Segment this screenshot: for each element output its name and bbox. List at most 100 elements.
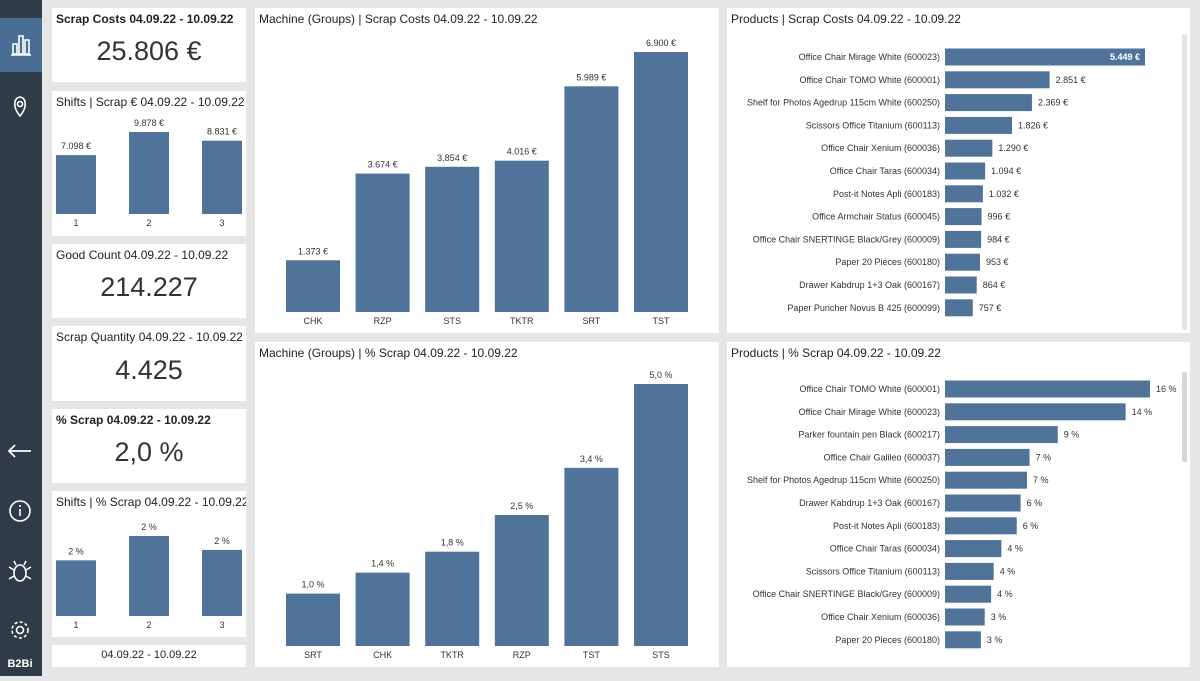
category-label: TST: [583, 650, 601, 660]
value-label: 2 %: [214, 536, 230, 546]
bar: [945, 185, 983, 203]
value-label: 3.854 €: [437, 153, 467, 163]
chart-title: Shifts | Scrap € 04.09.22 - 10.09.22: [56, 95, 245, 109]
category-label: Post-it Notes Apli (600183): [833, 521, 940, 531]
category-label: STS: [443, 316, 461, 326]
value-label: 16 %: [1156, 384, 1177, 394]
category-label: TST: [653, 316, 671, 326]
category-label: 3: [219, 620, 224, 630]
category-label: 1: [73, 620, 78, 630]
category-label: Paper 20 Pieces (600180): [835, 635, 940, 645]
category-label: RZP: [374, 316, 392, 326]
bar: [945, 448, 1030, 466]
bar: [564, 86, 619, 312]
chart-icon[interactable]: [11, 35, 31, 56]
bar: [945, 208, 982, 226]
kpi-card: % Scrap 04.09.22 - 10.09.22 2,0 %: [52, 409, 246, 483]
sidebar-icons: B2Bi: [0, 18, 44, 670]
kpi-card: Good Count 04.09.22 - 10.09.22 214.227: [52, 244, 246, 318]
sidebar: B2Bi: [0, 0, 44, 676]
bar: [945, 253, 980, 271]
kpi-card: Scrap Costs 04.09.22 - 10.09.22 25.806 €: [52, 8, 246, 82]
category-label: Office Chair SNERTINGE Black/Grey (60000…: [753, 234, 940, 244]
back-icon[interactable]: [7, 444, 31, 458]
value-label: 4 %: [1007, 544, 1023, 554]
kpi-title: Scrap Costs 04.09.22 - 10.09.22: [56, 12, 234, 26]
bar: [945, 494, 1021, 512]
logo: B2Bi: [7, 658, 32, 670]
bar: [945, 426, 1058, 444]
category-label: Paper Puncher Novus B 425 (600099): [787, 303, 940, 313]
active-tab[interactable]: [0, 18, 44, 72]
category-label: Shelf for Photos Agedrup 115cm White (60…: [747, 475, 940, 485]
bar: [494, 515, 549, 646]
bar: [56, 560, 96, 616]
bar: [945, 380, 1150, 398]
value-label: 4.016 €: [507, 147, 537, 157]
bar: [945, 403, 1126, 421]
value-label: 953 €: [986, 257, 1009, 267]
value-label: 1.290 €: [998, 143, 1028, 153]
chart: 1.373 € CHK 3.674 € RZP 3.854 € STS 4.016 € TKT…: [286, 38, 688, 326]
value-label: 3.674 €: [368, 160, 398, 170]
category-label: Office Armchair Status (600045): [812, 212, 940, 222]
bar: [945, 562, 994, 580]
category-label: Shelf for Photos Agedrup 115cm White (60…: [747, 98, 940, 108]
chart-card: Machine (Groups) | Scrap Costs 04.09.22 …: [255, 8, 719, 333]
category-label: Office Chair Mirage White (600023): [799, 52, 940, 62]
category-label: STS: [652, 650, 670, 660]
value-label: 996 €: [988, 212, 1011, 222]
value-label: 5.989 €: [576, 72, 606, 82]
category-label: 3: [219, 218, 224, 228]
value-label: 1.094 €: [991, 166, 1021, 176]
value-label: 2.369 €: [1038, 98, 1068, 108]
value-label: 1.032 €: [989, 189, 1019, 199]
category-label: SRT: [304, 650, 322, 660]
chart-card: Shifts | % Scrap 04.09.22 - 10.09.22 2 %…: [52, 491, 246, 637]
bug-icon[interactable]: [8, 560, 32, 582]
value-label: 5.449 €: [1110, 52, 1140, 62]
location-icon[interactable]: [13, 96, 27, 118]
chart-title: Machine (Groups) | Scrap Costs 04.09.22 …: [259, 12, 538, 26]
info-icon[interactable]: [9, 500, 31, 522]
chart: 1,0 % SRT 1,4 % CHK 1,8 % TKTR 2,5 % RZP 3,4 % TS…: [286, 370, 688, 660]
value-label: 4 %: [1000, 566, 1016, 576]
chart-title: Machine (Groups) | % Scrap 04.09.22 - 10…: [259, 346, 518, 360]
value-label: 2,5 %: [510, 501, 533, 511]
chart: Office Chair Mirage White (600023) 5.449 …: [747, 34, 1187, 330]
settings-icon[interactable]: [11, 621, 29, 639]
bar: [945, 540, 1002, 558]
category-label: 2: [146, 620, 151, 630]
bar: [945, 139, 993, 157]
value-label: 3 %: [991, 612, 1007, 622]
value-label: 8.831 €: [207, 127, 237, 137]
chart-card: Products | Scrap Costs 04.09.22 - 10.09.…: [727, 8, 1190, 333]
value-label: 2 %: [141, 522, 157, 532]
bar: [202, 140, 242, 214]
bar: [286, 593, 340, 646]
bar: [945, 94, 1032, 112]
bar: [129, 536, 169, 616]
kpi-value: 4.425: [115, 355, 183, 385]
category-label: Drawer Kabdrup 1+3 Oak (600167): [799, 498, 940, 508]
scrollbar[interactable]: [1182, 372, 1187, 462]
value-label: 2.851 €: [1056, 75, 1086, 85]
bar: [564, 467, 619, 646]
category-label: Office Chair Mirage White (600023): [799, 407, 940, 417]
value-label: 1.373 €: [298, 246, 328, 256]
value-label: 6.900 €: [646, 38, 676, 48]
value-label: 1.826 €: [1018, 120, 1048, 130]
value-label: 7 %: [1033, 475, 1049, 485]
kpi-value: 214.227: [100, 272, 198, 302]
bar: [945, 471, 1027, 489]
bar: [945, 48, 1145, 66]
value-label: 7 %: [1036, 452, 1052, 462]
value-label: 9 %: [1064, 430, 1080, 440]
bar: [945, 517, 1017, 535]
footer-date: 04.09.22 - 10.09.22: [101, 649, 197, 661]
value-label: 6 %: [1027, 498, 1043, 508]
chart-card: Machine (Groups) | % Scrap 04.09.22 - 10…: [255, 342, 719, 667]
kpi-title: % Scrap 04.09.22 - 10.09.22: [56, 413, 211, 427]
category-label: Parker fountain pen Black (600217): [798, 430, 940, 440]
scrollbar[interactable]: [1182, 34, 1187, 330]
